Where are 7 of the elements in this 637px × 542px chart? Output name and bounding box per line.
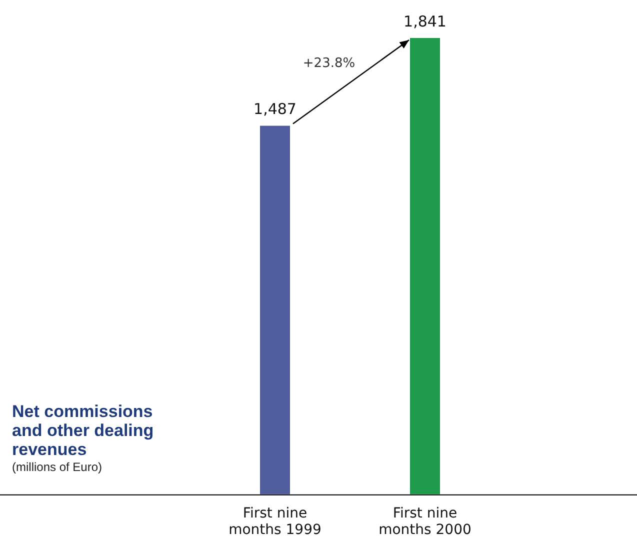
text: Net commissions and other dealing revenues <box>12 402 155 459</box>
x-tick-label: First nine months 2000 <box>378 505 472 538</box>
x-tick-label: First nine months 1999 <box>228 505 322 538</box>
data-label: 1,487 <box>254 100 296 118</box>
data-label: 1,841 <box>404 12 446 30</box>
annotation: +23.8% <box>302 56 356 71</box>
text: (millions of Euro) <box>12 460 102 474</box>
